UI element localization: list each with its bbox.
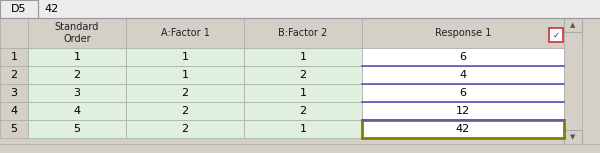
Text: 1: 1 [299, 52, 307, 62]
FancyBboxPatch shape [126, 18, 244, 48]
FancyBboxPatch shape [126, 120, 244, 138]
Text: 42: 42 [44, 4, 58, 14]
Text: 3: 3 [74, 88, 80, 98]
FancyBboxPatch shape [362, 66, 564, 84]
FancyBboxPatch shape [0, 0, 600, 18]
Text: 1: 1 [182, 52, 188, 62]
FancyBboxPatch shape [564, 18, 582, 153]
FancyBboxPatch shape [0, 66, 28, 84]
Text: 2: 2 [299, 106, 307, 116]
FancyBboxPatch shape [28, 102, 126, 120]
Text: 2: 2 [181, 124, 188, 134]
FancyBboxPatch shape [549, 28, 563, 42]
Text: 42: 42 [456, 124, 470, 134]
Text: 2: 2 [181, 88, 188, 98]
FancyBboxPatch shape [0, 84, 28, 102]
Text: 5: 5 [74, 124, 80, 134]
Text: 6: 6 [460, 88, 467, 98]
Text: 2: 2 [181, 106, 188, 116]
FancyBboxPatch shape [362, 102, 564, 120]
Text: ▲: ▲ [571, 22, 575, 28]
Text: 2: 2 [73, 70, 80, 80]
FancyBboxPatch shape [28, 18, 126, 48]
FancyBboxPatch shape [244, 84, 362, 102]
FancyBboxPatch shape [564, 18, 582, 48]
Text: 6: 6 [460, 52, 467, 62]
FancyBboxPatch shape [0, 48, 28, 66]
FancyBboxPatch shape [244, 18, 362, 48]
Text: 12: 12 [456, 106, 470, 116]
Text: 1: 1 [74, 52, 80, 62]
Text: 1: 1 [299, 124, 307, 134]
FancyBboxPatch shape [126, 84, 244, 102]
FancyBboxPatch shape [244, 102, 362, 120]
FancyBboxPatch shape [244, 120, 362, 138]
FancyBboxPatch shape [244, 48, 362, 66]
FancyBboxPatch shape [244, 66, 362, 84]
Text: 4: 4 [10, 106, 17, 116]
FancyBboxPatch shape [0, 144, 600, 153]
FancyBboxPatch shape [564, 130, 582, 144]
Text: A:Factor 1: A:Factor 1 [161, 28, 209, 38]
FancyBboxPatch shape [0, 120, 28, 138]
FancyBboxPatch shape [126, 48, 244, 66]
Text: ✓: ✓ [553, 30, 560, 39]
FancyBboxPatch shape [126, 102, 244, 120]
FancyBboxPatch shape [362, 120, 564, 138]
FancyBboxPatch shape [28, 66, 126, 84]
Text: D5: D5 [11, 4, 27, 14]
FancyBboxPatch shape [126, 66, 244, 84]
FancyBboxPatch shape [0, 18, 28, 48]
Text: Standard
Order: Standard Order [55, 22, 99, 44]
Text: 1: 1 [11, 52, 17, 62]
Text: 3: 3 [11, 88, 17, 98]
FancyBboxPatch shape [28, 48, 126, 66]
FancyBboxPatch shape [28, 84, 126, 102]
Text: 1: 1 [182, 70, 188, 80]
FancyBboxPatch shape [0, 102, 28, 120]
Text: 2: 2 [299, 70, 307, 80]
Text: 2: 2 [10, 70, 17, 80]
FancyBboxPatch shape [362, 48, 564, 66]
Text: 1: 1 [299, 88, 307, 98]
Text: ▼: ▼ [571, 134, 575, 140]
FancyBboxPatch shape [0, 18, 564, 48]
Text: 4: 4 [73, 106, 80, 116]
Text: B:Factor 2: B:Factor 2 [278, 28, 328, 38]
FancyBboxPatch shape [28, 120, 126, 138]
Text: 5: 5 [11, 124, 17, 134]
FancyBboxPatch shape [362, 84, 564, 102]
FancyBboxPatch shape [362, 120, 564, 138]
Text: 42: 42 [456, 124, 470, 134]
FancyBboxPatch shape [362, 18, 564, 48]
FancyBboxPatch shape [564, 18, 582, 32]
FancyBboxPatch shape [0, 0, 38, 18]
Text: Response 1: Response 1 [435, 28, 491, 38]
Text: 4: 4 [460, 70, 467, 80]
